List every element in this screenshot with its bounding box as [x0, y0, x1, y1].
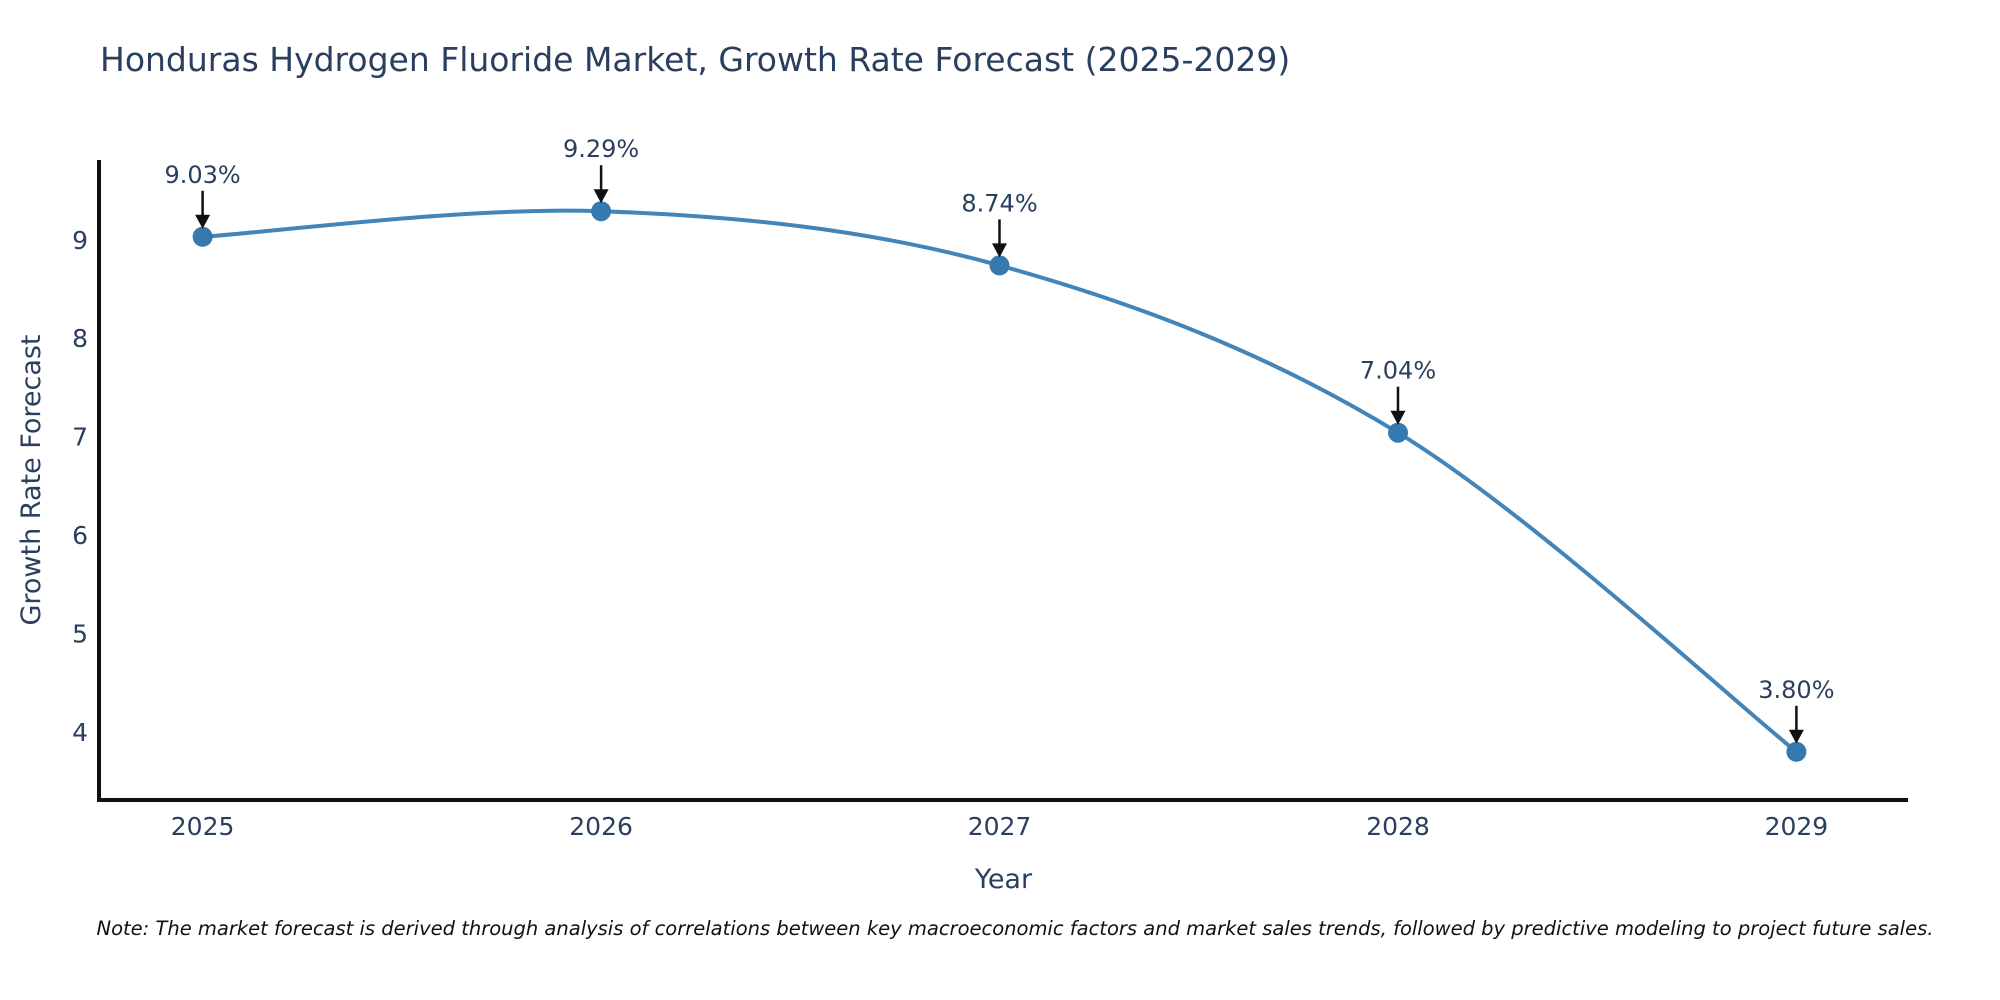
footnote: Note: The market forecast is derived thr…	[96, 917, 1934, 940]
data-point-2027[interactable]	[989, 255, 1010, 276]
data-point-2025[interactable]	[192, 226, 213, 247]
point-value-label: 3.80%	[1758, 676, 1834, 704]
x-tick-label: 2027	[968, 812, 1032, 841]
y-tick-label: 8	[72, 324, 88, 353]
y-axis-title: Growth Rate Forecast	[16, 334, 47, 625]
point-value-label: 9.03%	[164, 161, 240, 189]
down-arrow-icon	[195, 214, 211, 229]
data-point-2029[interactable]	[1786, 741, 1807, 762]
down-arrow-icon	[992, 243, 1007, 258]
x-tick-label: 2026	[569, 812, 633, 841]
data-point-2028[interactable]	[1388, 422, 1408, 443]
y-tick-label: 5	[72, 620, 88, 649]
point-value-label: 9.29%	[563, 135, 639, 163]
y-tick-label: 9	[72, 226, 88, 255]
point-value-label: 8.74%	[961, 189, 1037, 217]
chart-title: Honduras Hydrogen Fluoride Market, Growt…	[100, 40, 1291, 79]
y-tick-label: 7	[72, 423, 88, 452]
down-arrow-icon	[593, 189, 609, 204]
x-axis-title: Year	[974, 864, 1033, 895]
x-tick-label: 2025	[171, 812, 235, 841]
down-arrow-icon	[1390, 410, 1406, 425]
point-value-label: 7.04%	[1360, 357, 1436, 385]
y-tick-label: 6	[72, 521, 88, 550]
data-point-2026[interactable]	[591, 201, 612, 222]
down-arrow-icon	[1788, 729, 1804, 744]
x-tick-label: 2029	[1765, 812, 1829, 841]
y-tick-label: 4	[72, 718, 88, 747]
trend-line	[200, 208, 1799, 754]
x-tick-label: 2028	[1366, 812, 1430, 841]
